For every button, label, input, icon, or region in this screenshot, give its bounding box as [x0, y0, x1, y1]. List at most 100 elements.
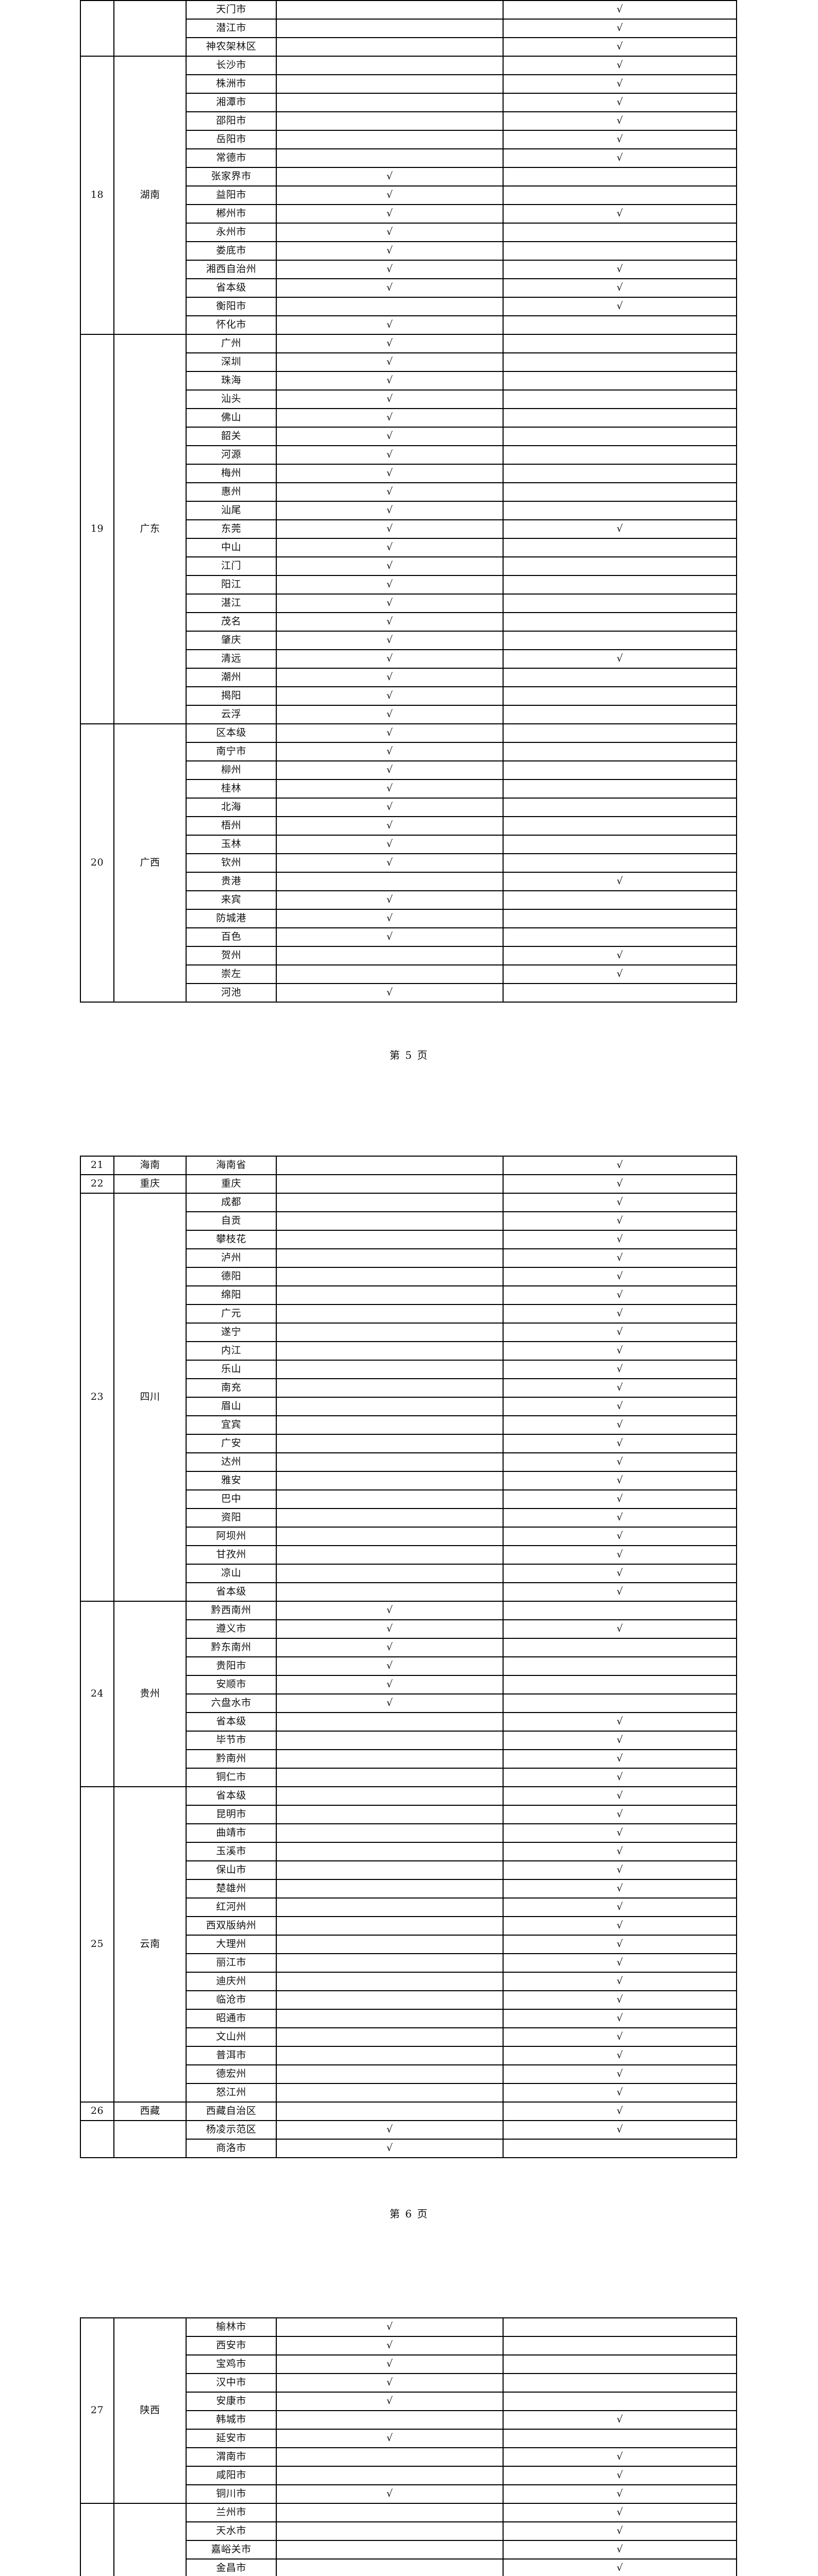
coordination-area-cell: 宝鸡市 — [186, 2354, 277, 2374]
table-row: 揭阳 √ — [80, 686, 737, 706]
table-row: 贵港 √ — [80, 872, 737, 891]
coordination-area-cell: 广元 — [186, 1304, 277, 1324]
coordination-area-cell: 永州市 — [186, 223, 277, 242]
issue-to-individual-checkmark: √ — [503, 1323, 737, 1342]
table-row: 巴中 √ — [80, 1489, 737, 1509]
issue-to-unit-checkmark — [276, 1230, 504, 1249]
issue-to-unit-checkmark — [276, 111, 504, 131]
issue-to-unit-checkmark — [276, 2503, 504, 2522]
table-row: 保山市 √ — [80, 1860, 737, 1880]
issue-to-unit-checkmark: √ — [276, 835, 504, 854]
coordination-area-cell: 惠州 — [186, 482, 277, 502]
issue-to-unit-checkmark: √ — [276, 464, 504, 483]
table-body: 27 陕西 榆林市 √ 西安市 √ 宝鸡市 √ 汉中市 √ 安康市 √ 韩城市 √ 延安市 √ 渭南市 √ 咸阳市 √… — [80, 2317, 737, 2576]
issue-to-individual-checkmark: √ — [503, 1378, 737, 1398]
coordination-area-cell: 海南省 — [186, 1156, 277, 1175]
table-row: 贵阳市 √ — [80, 1656, 737, 1676]
row-index-cell: 27 — [80, 2317, 114, 2504]
coordination-area-cell: 杨凌示范区 — [186, 2120, 277, 2140]
issue-to-individual-checkmark: √ — [503, 2120, 737, 2140]
issue-to-unit-checkmark: √ — [276, 167, 504, 187]
table-row: 玉溪市 √ — [80, 1842, 737, 1861]
issue-to-unit-checkmark: √ — [276, 315, 504, 335]
issue-to-unit-checkmark: √ — [276, 983, 504, 1003]
row-index-cell: 25 — [80, 1786, 114, 2103]
table-row: 桂林 √ — [80, 779, 737, 799]
issue-to-individual-checkmark: √ — [503, 1211, 737, 1231]
table-row: 江门 √ — [80, 556, 737, 576]
issue-to-individual-checkmark — [503, 315, 737, 335]
coordination-area-cell: 潜江市 — [186, 19, 277, 38]
issue-to-individual-checkmark — [503, 538, 737, 557]
page-footer-6: 第 6 页 — [389, 2208, 429, 2220]
table-row: 益阳市 √ — [80, 185, 737, 205]
issue-to-unit-checkmark: √ — [276, 389, 504, 409]
issue-to-individual-checkmark — [503, 2392, 737, 2411]
issue-to-individual-checkmark — [503, 223, 737, 242]
coordination-area-cell: 昆明市 — [186, 1805, 277, 1824]
issue-to-individual-checkmark: √ — [503, 204, 737, 224]
table-row: 遂宁 √ — [80, 1323, 737, 1342]
coordination-area-cell: 邵阳市 — [186, 111, 277, 131]
coordination-area-cell: 铜仁市 — [186, 1768, 277, 1787]
issue-to-individual-checkmark — [503, 816, 737, 836]
coordination-area-cell: 汉中市 — [186, 2373, 277, 2393]
table-row: 德宏州 √ — [80, 2064, 737, 2084]
issue-to-individual-checkmark: √ — [503, 1267, 737, 1286]
issue-to-unit-checkmark — [276, 1768, 504, 1787]
issue-to-unit-checkmark: √ — [276, 2484, 504, 2504]
issue-to-individual-checkmark: √ — [503, 111, 737, 131]
coordination-area-cell: 深圳 — [186, 352, 277, 372]
issue-to-individual-checkmark: √ — [503, 1749, 737, 1769]
coordination-area-cell: 崇左 — [186, 964, 277, 984]
table-row: 肇庆 √ — [80, 631, 737, 650]
table-row: 惠州 √ — [80, 482, 737, 502]
table-row: 铜仁市 √ — [80, 1768, 737, 1787]
issue-to-unit-checkmark: √ — [276, 705, 504, 724]
issue-to-individual-checkmark — [503, 2373, 737, 2393]
issue-to-individual-checkmark: √ — [503, 2521, 737, 2541]
coordination-area-cell: 北海 — [186, 798, 277, 817]
table-row: 昆明市 √ — [80, 1805, 737, 1824]
issue-to-individual-checkmark: √ — [503, 1990, 737, 2010]
issue-to-unit-checkmark — [276, 56, 504, 75]
issue-to-individual-checkmark: √ — [503, 1731, 737, 1750]
table-row: 清远 √ √ — [80, 649, 737, 669]
issue-to-individual-checkmark — [503, 2317, 737, 2337]
issue-to-unit-checkmark — [276, 1360, 504, 1379]
coordination-area-cell: 张家界市 — [186, 167, 277, 187]
issue-to-unit-checkmark — [276, 1415, 504, 1435]
issue-to-individual-checkmark — [503, 464, 737, 483]
coordination-area-cell: 益阳市 — [186, 185, 277, 205]
issue-to-unit-checkmark: √ — [276, 241, 504, 261]
issue-to-unit-checkmark — [276, 1323, 504, 1342]
issue-to-unit-checkmark: √ — [276, 2317, 504, 2337]
issue-to-individual-checkmark: √ — [503, 1582, 737, 1602]
coordination-area-cell: 安顺市 — [186, 1675, 277, 1694]
issue-to-unit-checkmark — [276, 2102, 504, 2121]
table-row: 内江 √ — [80, 1341, 737, 1361]
table-row: 延安市 √ — [80, 2429, 737, 2448]
coordination-area-cell: 文山州 — [186, 2027, 277, 2047]
issue-to-individual-checkmark: √ — [503, 1842, 737, 1861]
coordination-area-cell: 怀化市 — [186, 315, 277, 335]
table-row: 韩城市 √ — [80, 2410, 737, 2430]
issue-to-individual-checkmark: √ — [503, 1805, 737, 1824]
table-row: 省本级 √ √ — [80, 278, 737, 298]
table-row: 省本级 √ — [80, 1712, 737, 1732]
issue-to-unit-checkmark: √ — [276, 649, 504, 669]
issue-to-unit-checkmark — [276, 2447, 504, 2467]
issue-to-individual-checkmark — [503, 1675, 737, 1694]
coordination-area-cell: 西藏自治区 — [186, 2102, 277, 2121]
coordination-area-cell: 迪庆州 — [186, 1972, 277, 1991]
issue-to-individual-checkmark — [503, 1656, 737, 1676]
issue-to-unit-checkmark: √ — [276, 1619, 504, 1639]
coordination-area-cell: 韶关 — [186, 427, 277, 446]
issue-to-individual-checkmark: √ — [503, 1527, 737, 1546]
issue-to-individual-checkmark — [503, 2336, 737, 2355]
table-row: 河池 √ — [80, 983, 737, 1003]
issue-to-individual-checkmark: √ — [503, 1564, 737, 1583]
issue-to-unit-checkmark — [276, 2540, 504, 2560]
province-cell: 甘肃 — [113, 2503, 187, 2576]
issue-to-unit-checkmark — [276, 2009, 504, 2028]
